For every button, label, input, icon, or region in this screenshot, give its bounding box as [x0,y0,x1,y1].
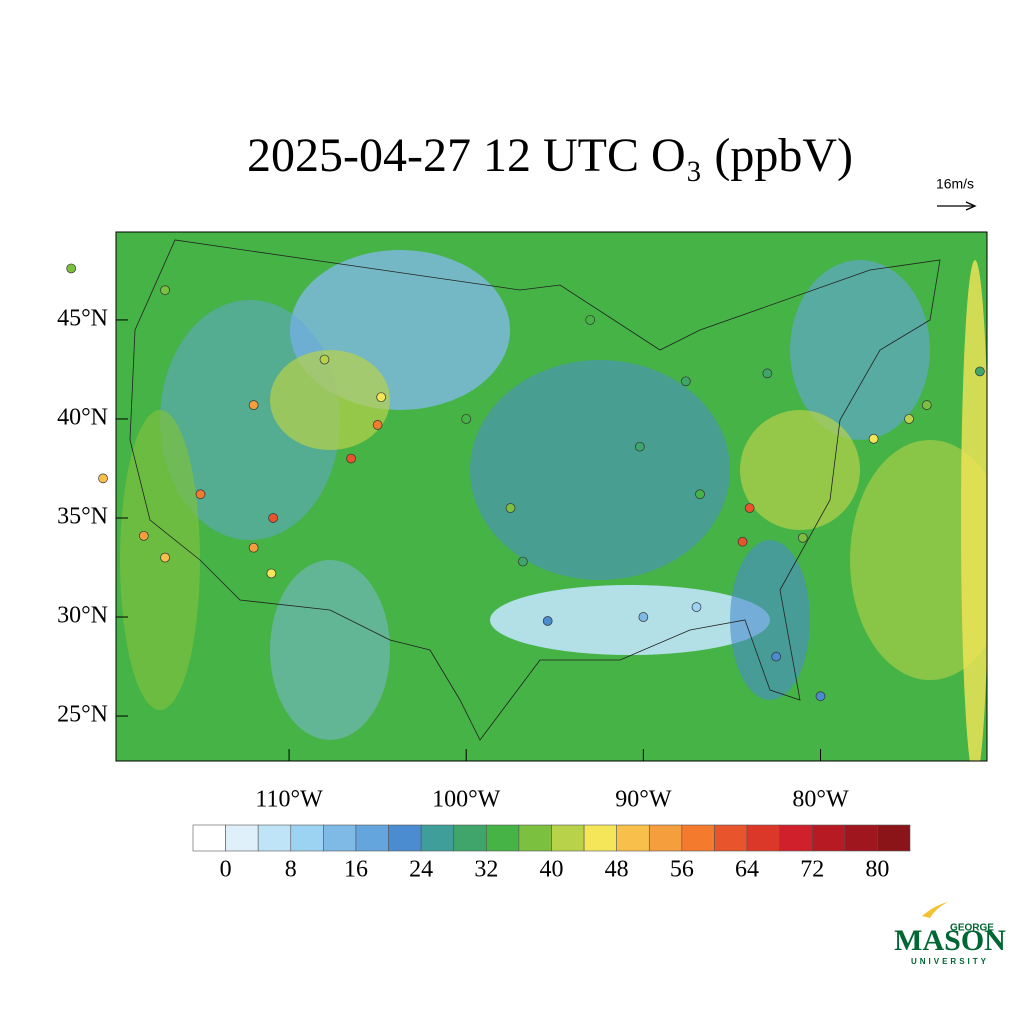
colorbar-box [648,824,683,852]
x-tick-label: 80°W [792,787,849,813]
colorbar-box [420,824,455,852]
station [542,616,553,626]
colorbar-label: 8 [285,857,297,883]
station [248,542,259,553]
colorbar-box [551,824,585,852]
station [737,536,748,547]
station [585,315,596,325]
station [505,503,516,513]
station [921,400,932,410]
colorbar-box [453,824,487,852]
station [268,513,278,523]
title: 2025-04-27 12 UTC O₃ (ppbV) [247,129,853,182]
colorbar-box [746,824,780,852]
colorbar-label: 40 [540,857,564,883]
colorbar-label: 24 [409,857,433,883]
colorbar-box [616,824,650,852]
colorbar-box [877,824,911,852]
colorbar-label: 0 [220,857,232,883]
y-tick-label: 25°N [57,702,108,728]
vector-key-label: 16m/s [936,176,974,192]
station [868,433,879,444]
colorbar-label: 80 [865,857,889,883]
colorbar-box [518,824,552,852]
colorbar-box [779,824,813,852]
logo-top: GEORGE [950,923,994,934]
station [248,400,259,410]
station [160,285,170,296]
station [638,612,649,622]
colorbar-box [844,824,878,852]
colorbar-label: 56 [670,857,694,883]
station [376,392,387,403]
station [975,366,985,377]
x-tick-label: 90°W [615,787,672,813]
station [372,420,383,430]
map-frame [115,231,988,762]
y-tick-label: 30°N [57,603,108,629]
station [634,441,645,452]
x-tick-label: 110°W [255,787,323,813]
station [797,532,808,543]
colorbar-label: 32 [474,857,498,883]
station [681,376,691,387]
logo-bottom: UNIVERSITY [911,957,989,966]
station [695,489,705,500]
station [461,414,472,424]
colorbar-box [323,824,357,852]
logo: GEORGE MASON UNIVERSITY [894,902,1006,966]
map-field [116,232,987,761]
station [319,354,330,365]
station [691,602,702,612]
y-tick-label: 40°N [57,404,108,430]
colorbar-box [714,824,748,852]
colorbar-label: 48 [605,857,629,883]
colorbar-label: 16 [344,857,368,883]
station [160,552,170,563]
station [762,368,773,379]
station [904,414,914,424]
station [518,556,528,567]
colorbar-box [681,824,715,852]
colorbar-box [486,824,520,852]
station [195,489,206,500]
station [815,691,826,702]
station [346,453,356,464]
colorbar-box [290,824,324,852]
station [66,263,77,274]
colorbar-box [583,824,617,852]
colorbar-box [355,824,389,852]
station [266,568,277,579]
station [98,473,108,484]
colorbar-box [388,824,422,852]
vector-key-arrow [937,201,977,211]
y-tick-label: 35°N [57,503,108,529]
colorbar-box [811,824,846,852]
colorbar-label: 64 [735,857,759,883]
y-tick-label: 45°N [57,305,108,331]
station [744,503,755,513]
colorbar-label: 72 [800,857,824,883]
x-tick-label: 100°W [432,787,501,813]
logo-main: MASON [894,924,1006,957]
colorbar-box [257,824,292,852]
station [771,651,782,662]
station [138,530,149,541]
colorbar-box [225,824,259,852]
colorbar-box [192,824,226,852]
